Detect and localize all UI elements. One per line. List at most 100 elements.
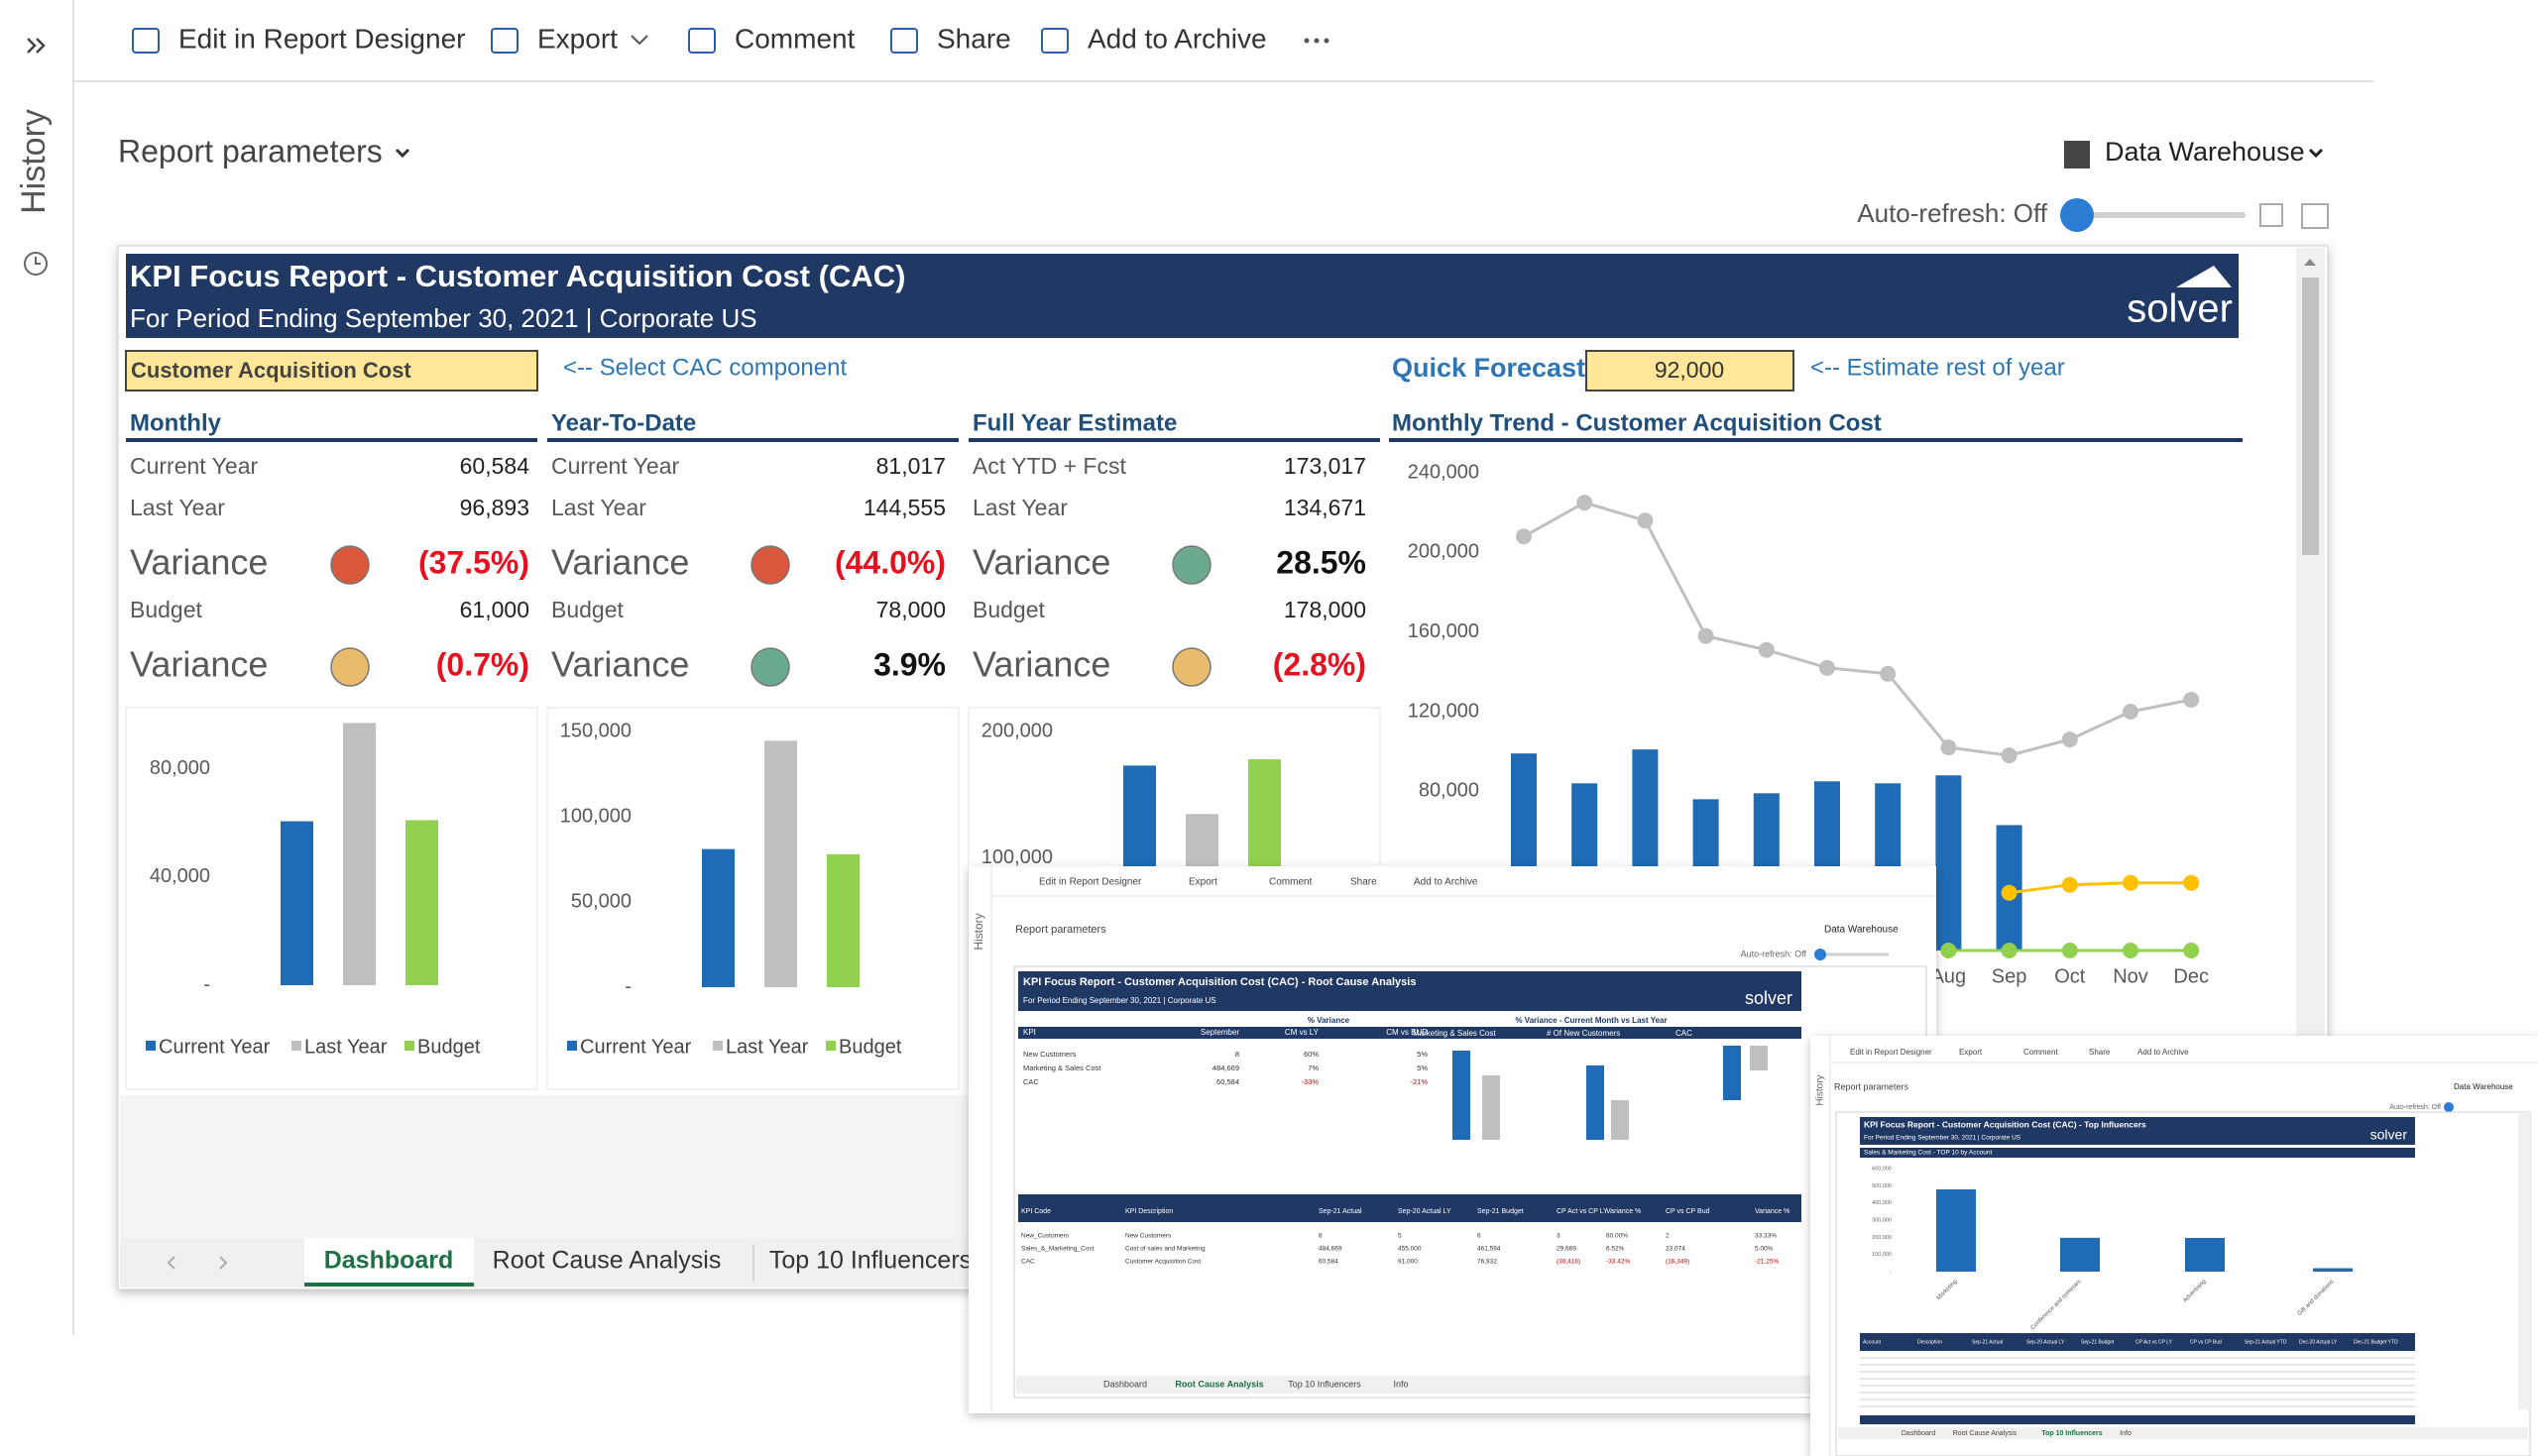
toolbar-button[interactable]: Share — [937, 23, 1011, 54]
kpi-value: (2.8%) — [1273, 646, 1366, 682]
sheet-tab: Info — [1393, 1379, 1408, 1389]
table-header-band — [1860, 1333, 2415, 1351]
y-tick-label: - — [1890, 1269, 1892, 1275]
x-tick-label: Aug — [1931, 965, 1967, 987]
trend-point — [2061, 876, 2078, 893]
fit-icon — [2259, 203, 2283, 227]
scroll-thumb[interactable] — [2302, 278, 2319, 555]
y-tick-label: 600,000 — [1872, 1166, 1892, 1172]
y-tick-label: - — [625, 975, 632, 997]
kpi-label: Last Year — [973, 495, 1068, 520]
table-header: CP Act vs CP LY — [2135, 1339, 2173, 1345]
table-header: CP Act vs CP LY — [1557, 1208, 1608, 1215]
report-subtitle: For Period Ending September 30, 2021 | C… — [130, 303, 757, 333]
status-indicator — [330, 545, 370, 585]
tab-next[interactable] — [219, 1256, 228, 1270]
chart-group-header: % Variance - Current Month vs Last Year — [1515, 1016, 1667, 1025]
table-header: Sep-21 Budget — [1477, 1208, 1524, 1215]
trend-point — [2001, 943, 2018, 958]
table-group-header: % Variance — [1308, 1016, 1350, 1025]
table-cell: -33% — [1301, 1077, 1319, 1086]
toolbar-button[interactable]: Edit in Report Designer — [178, 23, 465, 54]
trend-point — [2061, 943, 2078, 958]
table-header: Sep-21 Actual — [1972, 1339, 2003, 1345]
mini-bar — [1611, 1100, 1629, 1140]
table-cell: 60,584 — [1319, 1259, 1338, 1266]
grid-icon — [2301, 203, 2329, 229]
toolbar-icon — [491, 28, 519, 54]
section-title: Monthly — [130, 409, 222, 436]
tab-bar — [1016, 1376, 1924, 1394]
chart-panel — [125, 707, 538, 1090]
warehouse-icon — [2064, 141, 2090, 168]
auto-refresh-label: Auto-refresh: Off — [1857, 198, 2047, 228]
table-cell: 60,584 — [1216, 1077, 1239, 1086]
history-label[interactable]: History — [15, 109, 53, 214]
sheet-tab[interactable]: Top 10 Influencers — [769, 1247, 972, 1275]
slider-thumb[interactable] — [2060, 198, 2094, 232]
table-cell: New Customers — [1023, 1050, 1077, 1059]
trend-point — [2123, 874, 2138, 891]
slider-thumb — [2444, 1102, 2454, 1112]
sheet-tab: Top 10 Influencers — [2041, 1430, 2102, 1437]
trend-point — [2061, 731, 2078, 748]
tab-bar — [1838, 1427, 2528, 1439]
trend-point — [1758, 641, 1775, 658]
expand-icon[interactable] — [27, 38, 46, 54]
y-tick-label: 100,000 — [1872, 1252, 1892, 1258]
table-cell: 60.00% — [1606, 1233, 1628, 1240]
trend-point — [2183, 691, 2200, 708]
table-cell: 8 — [1319, 1233, 1323, 1240]
table-header: Description — [1917, 1339, 1942, 1345]
sheet-tab[interactable]: Dashboard — [324, 1247, 454, 1275]
kpi-label: Budget — [973, 597, 1046, 622]
toolbar-button[interactable]: Add to Archive — [1088, 23, 1267, 54]
forecast-box[interactable] — [1585, 350, 1794, 392]
table-cell: Marketing & Sales Cost — [1023, 1064, 1101, 1072]
y-tick-label: 200,000 — [1872, 1235, 1892, 1241]
table-header: Sep-21 Budget — [2081, 1339, 2115, 1345]
table-header-band — [1018, 1027, 1801, 1039]
mini-bar — [1723, 1046, 1741, 1100]
toolbar-icon — [1041, 28, 1069, 54]
sheet-tab[interactable]: Root Cause Analysis — [493, 1247, 722, 1275]
y-tick-label: 500,000 — [1872, 1183, 1892, 1189]
toolbar-button: Edit in Report Designer — [1039, 877, 1142, 888]
source-select[interactable]: Data Warehouse — [2105, 137, 2305, 167]
kpi-label: Variance — [973, 644, 1110, 685]
report-title: KPI Focus Report - Customer Acquisition … — [1023, 976, 1416, 988]
parameters-chevron — [395, 148, 410, 159]
legend-label: Last Year — [726, 1036, 809, 1058]
more-dot — [1324, 38, 1329, 44]
table-header: CP vs CP Bud — [1666, 1208, 1710, 1215]
y-tick-label: 40,000 — [150, 865, 210, 887]
trend-point — [1576, 495, 1593, 511]
toolbar-button[interactable]: Export — [537, 23, 618, 54]
section-title: Year-To-Date — [551, 409, 696, 436]
history-label: History — [1815, 1074, 1826, 1105]
legend-swatch — [146, 1041, 156, 1051]
toolbar-button[interactable]: Comment — [735, 23, 856, 54]
toolbar-icon — [688, 28, 716, 54]
y-tick-label: 240,000 — [1408, 461, 1479, 483]
legend-swatch — [404, 1041, 414, 1051]
tab-prev[interactable] — [167, 1256, 175, 1270]
report-frame — [1835, 1111, 2531, 1456]
table-cell: (30,416) — [1557, 1259, 1580, 1266]
kpi-value: 28.5% — [1276, 544, 1366, 580]
table-cell: New_Customers — [1021, 1233, 1070, 1240]
clock-icon — [24, 252, 48, 276]
selector-box[interactable] — [125, 350, 538, 392]
report-subtitle: For Period Ending September 30, 2021 | C… — [1864, 1135, 2021, 1142]
y-tick-label: 120,000 — [1408, 700, 1479, 722]
forecast-hint: <-- Estimate rest of year — [1810, 354, 2065, 381]
section-underline — [547, 438, 959, 442]
kpi-label: Variance — [130, 542, 268, 583]
parameters-toggle[interactable]: Report parameters — [118, 133, 383, 168]
kpi-value: 173,017 — [1284, 453, 1366, 479]
table-header: KPI Description — [1125, 1208, 1173, 1215]
sheet-tab: Dashboard — [1103, 1379, 1147, 1389]
x-tick-label: Dec — [2173, 965, 2209, 987]
legend-swatch — [291, 1041, 301, 1051]
